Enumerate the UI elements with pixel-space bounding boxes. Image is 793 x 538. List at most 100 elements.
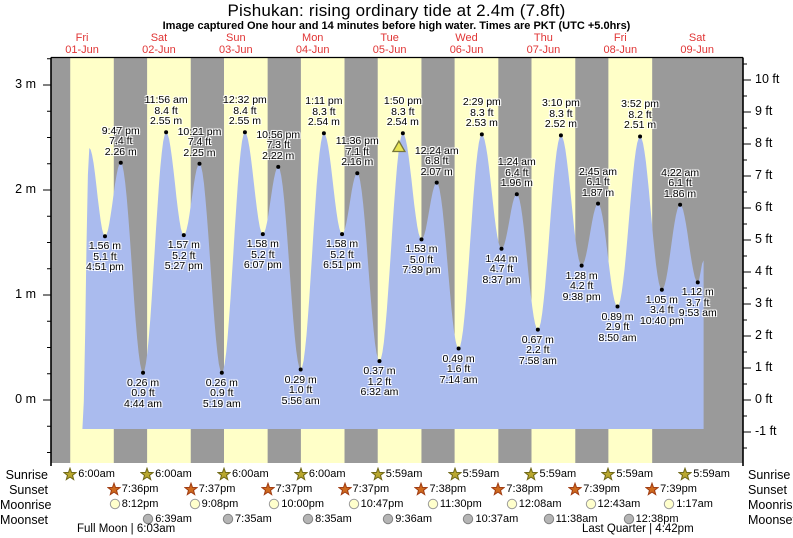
tide-point-dot — [181, 233, 186, 238]
day-label: Sat 02-Jun — [142, 32, 176, 56]
tide-low-label: 0.37 m 1.2 ft 6:32 am — [360, 365, 399, 399]
sunrise-icon — [293, 467, 308, 481]
tide-curve — [82, 132, 704, 430]
tide-high-label: 11:56 am 8.4 ft 2.55 m — [144, 94, 188, 128]
sunset-time: 7:37pm — [275, 483, 313, 495]
tide-high-label: 3:52 pm 8.2 ft 2.51 m — [621, 98, 660, 132]
sunset-icon — [568, 482, 583, 496]
sunset-icon — [491, 482, 506, 496]
full-moon-note: Full Moon | 6:03am — [77, 523, 176, 535]
sunrise-entry: 6:00am — [140, 467, 192, 481]
tide-high-label: 1:24 am 6.4 ft 1.96 m — [497, 156, 536, 190]
day-label: Wed 06-Jun — [449, 32, 484, 56]
day-label: Thu 07-Jun — [526, 32, 561, 56]
moonset-entry: 10:37am — [462, 512, 518, 526]
sunrise-entry: 6:00am — [293, 467, 346, 481]
tide-point-dot — [579, 263, 584, 268]
sunrise-entry: 5:59am — [678, 467, 730, 481]
y-axis-right-label: 10 ft — [755, 72, 780, 86]
moonrise-entry: 9:08pm — [189, 497, 239, 511]
moonrise-time: 11:30pm — [439, 498, 482, 510]
tide-low-label: 1.58 m 5.2 ft 6:51 pm — [323, 238, 362, 272]
sunrise-time: 6:00am — [78, 468, 115, 480]
sunset-entry: 7:36pm — [106, 482, 158, 496]
moonrise-time: 12:43am — [597, 498, 641, 510]
moonset-entry: 9:36am — [382, 512, 432, 526]
sunrise-time: 5:59am — [539, 468, 577, 480]
moonrise-time: 1:17am — [676, 498, 713, 510]
sunset-icon — [337, 482, 352, 496]
moonset-icon — [142, 513, 154, 525]
y-axis-right-label: 6 ft — [755, 200, 773, 214]
moonset-icon — [463, 513, 474, 525]
tide-point-dot — [659, 287, 664, 292]
sunrise-entry: 6:00am — [217, 467, 269, 481]
tide-point-dot — [260, 232, 265, 237]
moonrise-icon — [506, 498, 517, 510]
tide-high-label: 4:22 am 6.1 ft 1.86 m — [661, 166, 700, 200]
sunset-icon — [106, 482, 121, 496]
moonrise-entry: 1:17am — [663, 497, 713, 511]
tide-point-dot — [321, 131, 326, 136]
sunrise-icon — [447, 467, 462, 481]
tide-point-dot — [276, 164, 281, 169]
sunset-icon — [183, 482, 198, 496]
day-label: Fri 01-Jun — [65, 32, 99, 56]
tide-low-label: 0.67 m 2.2 ft 7:58 am — [518, 333, 557, 367]
tide-point-dot — [434, 180, 439, 185]
moonrise-time: 9:08pm — [201, 498, 239, 510]
page-subtitle: Image captured One hour and 14 minutes b… — [162, 20, 631, 32]
tide-low-label: 0.89 m 2.9 ft 8:50 am — [598, 310, 637, 344]
moonrise-time: 10:47pm — [360, 498, 404, 510]
sunset-time: 7:37pm — [352, 483, 390, 495]
last-quarter-note: Last Quarter | 4:42pm — [582, 523, 694, 535]
moonrise-entry: 10:47pm — [348, 497, 404, 511]
moonset-time: 12:38pm — [635, 513, 679, 525]
moonrise-row-label-left: Moonrise — [0, 498, 52, 512]
tide-low-label: 1.28 m 4.2 ft 9:38 pm — [562, 269, 601, 303]
tide-low-label: 1.12 m 3.7 ft 9:53 am — [678, 286, 717, 320]
tide-high-label: 1:50 pm 8.3 ft 2.54 m — [383, 95, 422, 129]
moonrise-time: 8:12pm — [121, 498, 159, 510]
sunset-entry: 7:37pm — [260, 482, 313, 496]
tide-low-label: 1.44 m 4.7 ft 8:37 pm — [482, 252, 521, 286]
day-label: Tue 05-Jun — [372, 32, 407, 56]
moonset-entry: 11:38am — [543, 512, 598, 526]
moonrise-entry: 12:43am — [585, 497, 641, 511]
tide-point-dot — [118, 160, 123, 165]
sunrise-entry: 5:59am — [524, 467, 576, 481]
sunrise-entry: 6:00am — [63, 467, 115, 481]
moonset-entry: 7:35am — [222, 512, 272, 526]
sunrise-icon — [140, 467, 155, 481]
moonrise-icon — [269, 498, 280, 510]
tide-high-label: 10:56 pm 7.3 ft 2.22 m — [256, 128, 301, 162]
moonrise-row-label-right: Moonrise — [748, 498, 793, 512]
sunset-time: 7:38pm — [506, 483, 544, 495]
tide-high-label: 12:24 am 6.8 ft 2.07 m — [414, 144, 459, 178]
tide-point-dot — [419, 237, 424, 242]
tide-low-label: 1.05 m 3.4 ft 10:40 pm — [639, 293, 684, 327]
tide-low-label: 1.56 m 5.1 ft 4:51 pm — [85, 240, 124, 274]
tide-point-dot — [400, 131, 405, 136]
sunrise-time: 5:59am — [616, 468, 654, 480]
page-title: Pishukan: rising ordinary tide at 2.4m (… — [227, 1, 566, 20]
moonrise-entry: 8:12pm — [109, 497, 159, 511]
sunrise-time: 6:00am — [155, 468, 192, 480]
sunrise-icon — [370, 467, 385, 481]
y-axis-right-label: 7 ft — [755, 168, 773, 182]
moonrise-entry: 11:30pm — [427, 497, 482, 511]
sunset-entry: 7:39pm — [645, 482, 697, 496]
moonrise-icon — [427, 498, 439, 510]
tide-point-dot — [558, 133, 563, 138]
tide-high-label: 2:29 pm 8.3 ft 2.53 m — [462, 96, 501, 130]
tide-point-dot — [219, 370, 224, 375]
tide-high-label: 3:10 pm 8.3 ft 2.52 m — [541, 97, 580, 131]
y-axis-right-label: 8 ft — [755, 136, 773, 150]
day-label: Fri 08-Jun — [603, 32, 638, 56]
y-axis-right-label: -1 ft — [755, 424, 777, 438]
y-axis-left-label: 1 m — [15, 287, 36, 301]
moonrise-entry: 10:00pm — [268, 497, 324, 511]
tide-point-dot — [479, 132, 484, 137]
moonset-entry: 12:38pm — [623, 512, 679, 526]
